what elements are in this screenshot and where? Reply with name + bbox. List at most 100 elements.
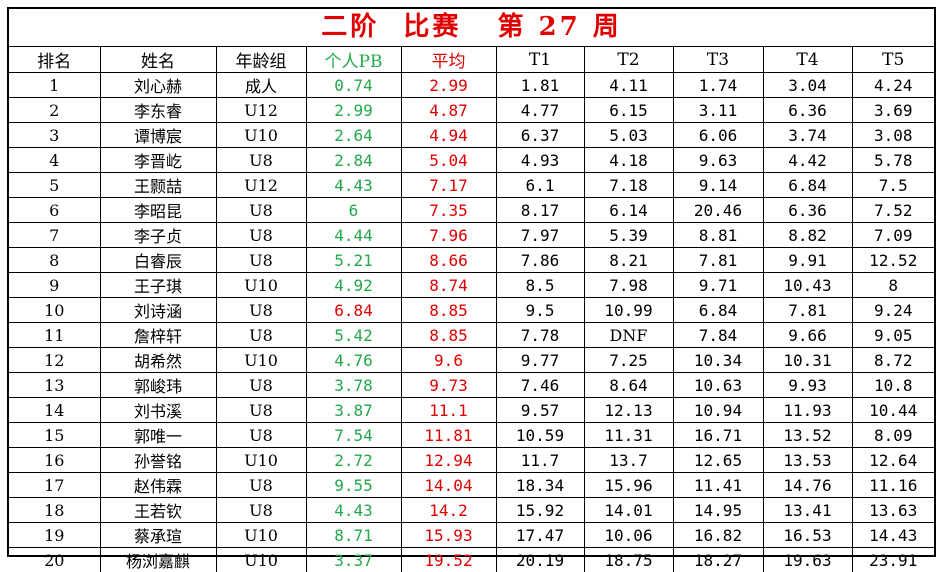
t5-cell: 4.24	[852, 73, 934, 98]
personal-best-cell: 4.92	[306, 273, 401, 298]
t4-cell: 9.66	[763, 323, 852, 348]
t2-cell: 18.75	[584, 548, 673, 572]
t3-cell: 6.06	[673, 123, 763, 148]
average-cell: 7.17	[401, 173, 496, 198]
personal-best-cell: 7.54	[306, 423, 401, 448]
average-cell: 19.52	[401, 548, 496, 572]
personal-best-cell: 5.42	[306, 323, 401, 348]
t5-cell: 14.43	[852, 523, 934, 548]
personal-best-cell: 3.37	[306, 548, 401, 572]
t3-cell: 16.82	[673, 523, 763, 548]
t3-cell: 9.71	[673, 273, 763, 298]
personal-best-cell: 3.87	[306, 398, 401, 423]
personal-best-cell: 6.84	[306, 298, 401, 323]
t4-cell: 6.36	[763, 98, 852, 123]
t3-cell: 10.94	[673, 398, 763, 423]
rank-cell: 5	[9, 173, 100, 198]
rank-cell: 15	[9, 423, 100, 448]
name-cell: 王颢喆	[100, 173, 216, 198]
t3-cell: 6.84	[673, 298, 763, 323]
t3-cell: 12.65	[673, 448, 763, 473]
results-sheet: 二阶 比赛 第 27 周 排名 姓名 年龄组 个人PB 平均 T1 T2 T	[7, 7, 936, 557]
name-cell: 刘心赫	[100, 73, 216, 98]
rank-cell: 17	[9, 473, 100, 498]
age-group-cell: U8	[216, 298, 306, 323]
t5-cell: 8	[852, 273, 934, 298]
t2-cell: 6.14	[584, 198, 673, 223]
average-cell: 8.74	[401, 273, 496, 298]
t2-cell: 10.06	[584, 523, 673, 548]
personal-best-cell: 6	[306, 198, 401, 223]
age-group-cell: U10	[216, 348, 306, 373]
personal-best-cell: 2.84	[306, 148, 401, 173]
name-cell: 郭峻玮	[100, 373, 216, 398]
t1-cell: 4.77	[496, 98, 584, 123]
personal-best-cell: 4.76	[306, 348, 401, 373]
name-cell: 白睿辰	[100, 248, 216, 273]
t1-cell: 18.34	[496, 473, 584, 498]
t5-cell: 7.09	[852, 223, 934, 248]
header-name: 姓名	[100, 47, 216, 73]
rank-cell: 9	[9, 273, 100, 298]
t5-cell: 11.16	[852, 473, 934, 498]
t5-cell: 12.64	[852, 448, 934, 473]
rank-cell: 3	[9, 123, 100, 148]
t1-cell: 9.5	[496, 298, 584, 323]
t5-cell: 12.52	[852, 248, 934, 273]
average-cell: 9.6	[401, 348, 496, 373]
rank-cell: 12	[9, 348, 100, 373]
t4-cell: 8.82	[763, 223, 852, 248]
name-cell: 蔡承瑄	[100, 523, 216, 548]
age-group-cell: U10	[216, 448, 306, 473]
name-cell: 孙誉铭	[100, 448, 216, 473]
age-group-cell: U8	[216, 373, 306, 398]
t2-cell: 4.11	[584, 73, 673, 98]
name-cell: 王子琪	[100, 273, 216, 298]
age-group-cell: U8	[216, 398, 306, 423]
t1-cell: 1.81	[496, 73, 584, 98]
t2-cell: 4.18	[584, 148, 673, 173]
header-t4: T4	[763, 47, 852, 73]
age-group-cell: U12	[216, 173, 306, 198]
rank-cell: 11	[9, 323, 100, 348]
header-t3: T3	[673, 47, 763, 73]
header-t5: T5	[852, 47, 934, 73]
t1-cell: 6.1	[496, 173, 584, 198]
t2-cell: 6.15	[584, 98, 673, 123]
age-group-cell: U8	[216, 323, 306, 348]
t3-cell: 3.11	[673, 98, 763, 123]
t2-cell: 5.03	[584, 123, 673, 148]
t2-cell: 7.98	[584, 273, 673, 298]
name-cell: 刘书溪	[100, 398, 216, 423]
t3-cell: 8.81	[673, 223, 763, 248]
average-cell: 5.04	[401, 148, 496, 173]
t4-cell: 16.53	[763, 523, 852, 548]
average-cell: 11.1	[401, 398, 496, 423]
t3-cell: 10.63	[673, 373, 763, 398]
t3-cell: 9.63	[673, 148, 763, 173]
t5-cell: 5.78	[852, 148, 934, 173]
name-cell: 谭博宸	[100, 123, 216, 148]
t4-cell: 13.41	[763, 498, 852, 523]
t5-cell: 9.05	[852, 323, 934, 348]
t2-cell: 11.31	[584, 423, 673, 448]
age-group-cell: U8	[216, 473, 306, 498]
rank-cell: 7	[9, 223, 100, 248]
average-cell: 11.81	[401, 423, 496, 448]
age-group-cell: U10	[216, 273, 306, 298]
t1-cell: 7.46	[496, 373, 584, 398]
name-cell: 李东睿	[100, 98, 216, 123]
t1-cell: 7.78	[496, 323, 584, 348]
t3-cell: 16.71	[673, 423, 763, 448]
t3-cell: 7.81	[673, 248, 763, 273]
t5-cell: 10.8	[852, 373, 934, 398]
t3-cell: 14.95	[673, 498, 763, 523]
